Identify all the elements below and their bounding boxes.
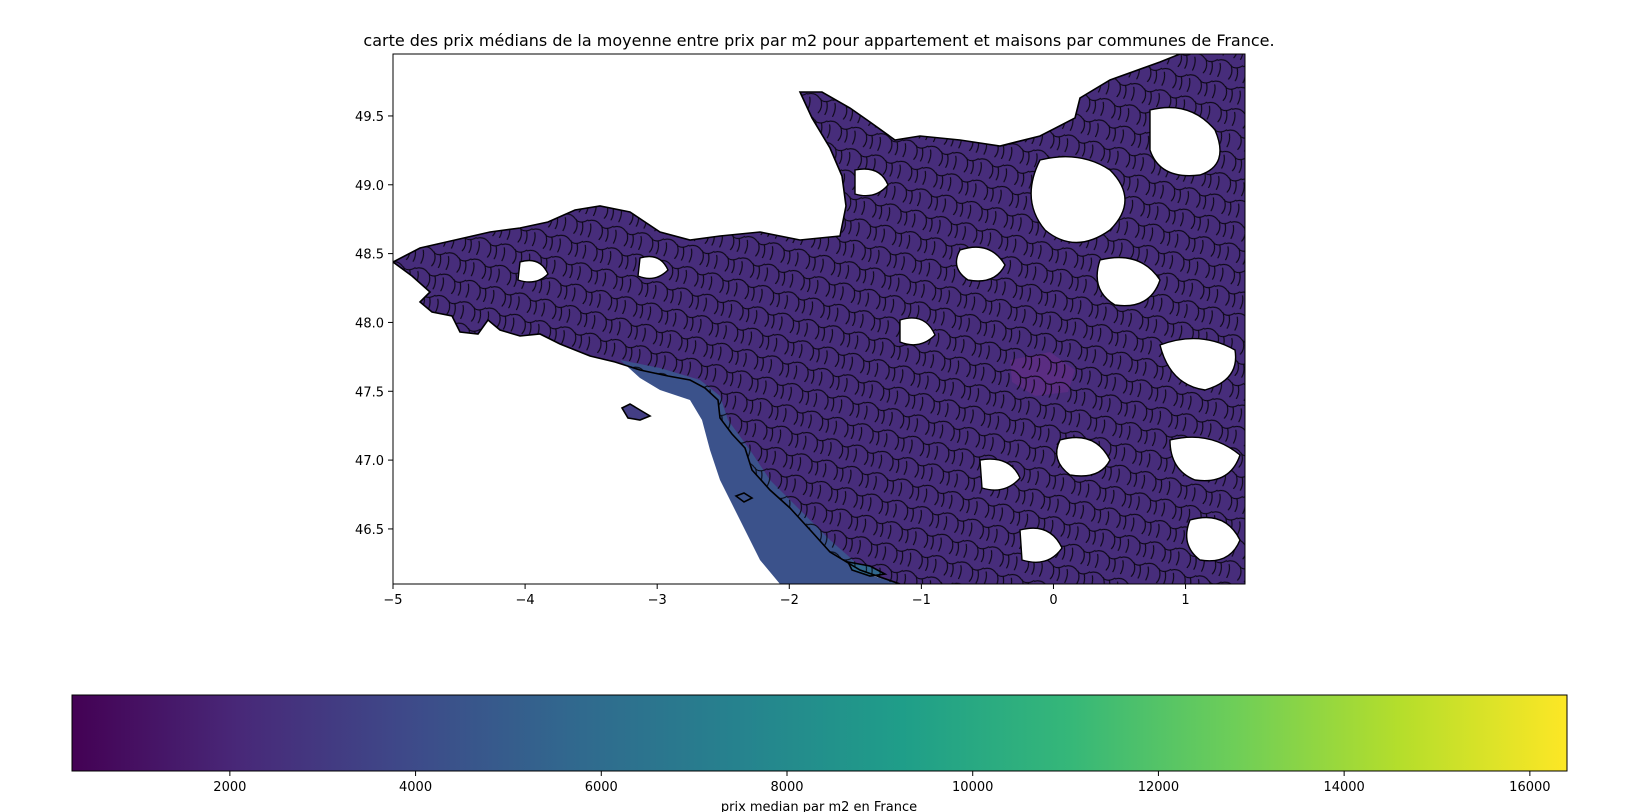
colorbar-tick-label: 16000 xyxy=(1509,780,1550,795)
y-tick-label: 47.0 xyxy=(355,454,384,469)
x-tick-label: 0 xyxy=(1049,593,1057,608)
y-tick-label: 49.5 xyxy=(355,110,384,125)
colorbar-label: prix median par m2 en France xyxy=(721,800,917,812)
x-tick-label: −3 xyxy=(648,593,667,608)
x-tick-label: −2 xyxy=(780,593,799,608)
colorbar-tick-label: 6000 xyxy=(585,780,618,795)
colorbar-tick-label: 10000 xyxy=(952,780,993,795)
colorbar-tick-label: 2000 xyxy=(213,780,246,795)
x-tick-label: −1 xyxy=(912,593,931,608)
y-tick-label: 46.5 xyxy=(355,523,384,538)
x-axis-ticks: −5 −4 −3 −2 −1 0 1 xyxy=(383,584,1190,608)
missing-data-areas xyxy=(517,106,1241,563)
x-tick-label: 1 xyxy=(1181,593,1189,608)
colorbar-tick-label: 4000 xyxy=(399,780,432,795)
y-tick-label: 48.5 xyxy=(355,248,384,263)
y-axis-ticks: 46.5 47.0 47.5 48.0 48.5 49.0 49.5 xyxy=(355,110,393,538)
y-tick-label: 48.0 xyxy=(355,316,384,331)
x-tick-label: −4 xyxy=(516,593,535,608)
colorbar: 2000 4000 6000 8000 10000 12000 14000 16000 pri… xyxy=(71,694,1568,812)
map-layer xyxy=(393,54,1245,584)
colorbar-ticks: 2000 4000 6000 8000 10000 12000 14000 16000 xyxy=(213,771,1551,795)
colorbar-gradient xyxy=(71,694,1568,772)
colorbar-tick-label: 12000 xyxy=(1138,780,1179,795)
y-tick-label: 49.0 xyxy=(355,179,384,194)
colorbar-tick-label: 8000 xyxy=(770,780,803,795)
colorbar-tick-label: 14000 xyxy=(1323,780,1364,795)
region-island-belle-ile xyxy=(622,404,650,420)
map-axes: −5 −4 −3 −2 −1 0 1 46.5 47.0 47.5 48.0 48.5 49.0 49.… xyxy=(355,53,1246,608)
map-title: carte des prix médians de la moyenne ent… xyxy=(363,31,1274,50)
y-tick-label: 47.5 xyxy=(355,385,384,400)
map-frame xyxy=(392,53,1246,585)
x-tick-label: −5 xyxy=(383,593,402,608)
coastline xyxy=(393,54,1181,584)
